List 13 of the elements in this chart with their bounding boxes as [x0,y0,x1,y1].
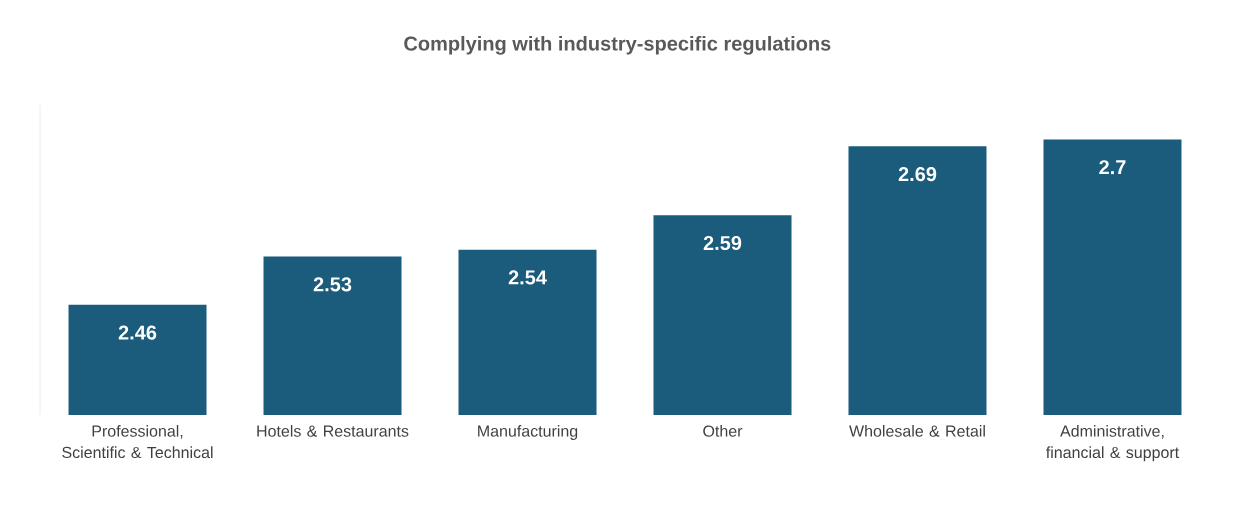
data-label: 2.69 [898,167,937,182]
x-tick-label: Manufacturing [478,425,578,440]
x-tick-label: Hotels & Restaurants [257,425,409,437]
data-label: 2.59 [703,235,742,251]
x-tick-label: Administrative, financial & support [1046,425,1180,462]
x-tick-label: Wholesale & Retail [849,425,985,437]
x-tick-label: Professional, Scientific & Technical [62,425,213,459]
x-tick-label: Other [703,425,743,437]
data-label: 2.7 [1099,160,1126,175]
data-label: 2.53 [313,277,352,292]
data-label: 2.46 [118,325,157,340]
data-label: 2.54 [508,270,547,285]
chart-title: Complying with industry-specific regulations [404,35,831,55]
